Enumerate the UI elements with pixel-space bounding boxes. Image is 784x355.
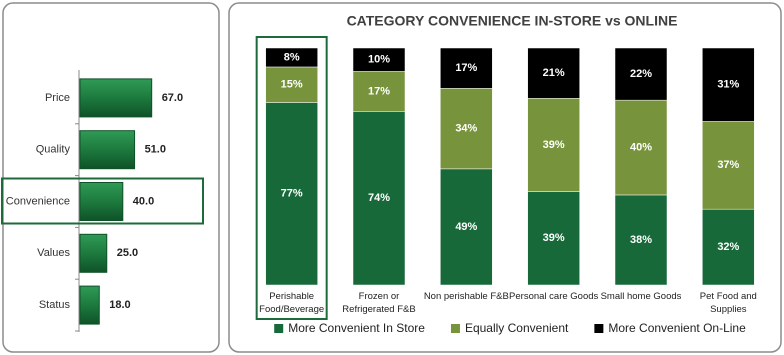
bar-segment xyxy=(527,191,580,286)
bar-segment xyxy=(614,99,668,196)
value-label: 25.0 xyxy=(117,247,138,259)
y-tick-label: Status xyxy=(39,299,71,311)
value-label: 77% xyxy=(281,188,303,200)
legend-label: More Convenient In Store xyxy=(288,321,425,335)
value-label: 32% xyxy=(717,241,739,253)
bar-segment xyxy=(352,71,406,112)
bar xyxy=(79,233,108,273)
value-label: 37% xyxy=(717,159,739,171)
value-label: 39% xyxy=(543,232,565,244)
value-label: 18.0 xyxy=(109,299,130,311)
bar-segment xyxy=(440,47,493,89)
value-label: 31% xyxy=(717,79,739,91)
bar xyxy=(79,78,153,118)
chart-title: CATEGORY CONVENIENCE IN-STORE vs ONLINE xyxy=(347,13,678,29)
value-label: 15% xyxy=(281,79,303,91)
legend-label: Equally Convenient xyxy=(465,321,569,335)
highlight-box xyxy=(255,36,328,320)
value-label: 8% xyxy=(284,51,300,63)
bar-segment xyxy=(527,47,580,99)
legend-label: More Convenient On-Line xyxy=(608,321,746,335)
legend-swatch xyxy=(450,324,460,333)
bar-segment xyxy=(614,47,668,101)
x-tick-label: Perishable Food/Beverage xyxy=(259,291,325,315)
bar-segment xyxy=(702,47,755,122)
value-label: 51.0 xyxy=(145,144,166,156)
bar-segment xyxy=(352,111,406,286)
bar-segment xyxy=(265,102,318,286)
value-label: 17% xyxy=(368,85,390,97)
x-tick-label: Pet Food and Supplies xyxy=(699,291,757,315)
value-label: 38% xyxy=(630,234,652,246)
bar-segment xyxy=(440,168,493,286)
value-label: 40% xyxy=(630,141,652,153)
value-label: 39% xyxy=(543,139,565,151)
x-tick-label: Personal care Goods xyxy=(509,291,599,302)
x-tick-label: Non perishable F&B xyxy=(423,291,509,302)
bar-segment xyxy=(265,47,318,68)
value-label: 34% xyxy=(455,122,477,134)
value-label: 22% xyxy=(630,68,652,80)
bar xyxy=(79,285,100,325)
value-label: 21% xyxy=(543,67,565,79)
bar-segment xyxy=(440,88,493,170)
y-tick-label: Values xyxy=(37,247,70,259)
value-label: 40.0 xyxy=(133,195,154,207)
value-label: 10% xyxy=(368,54,390,66)
bar-segment xyxy=(352,47,406,72)
bar-segment xyxy=(527,98,580,192)
bar xyxy=(79,130,136,170)
y-tick-label: Price xyxy=(45,92,70,104)
bar-segment xyxy=(614,194,668,286)
y-tick-label: Quality xyxy=(36,144,71,156)
bar-segment xyxy=(702,208,755,286)
legend-swatch xyxy=(594,324,604,333)
value-label: 49% xyxy=(455,221,477,233)
legend-swatch xyxy=(274,324,284,333)
highlight-box xyxy=(1,177,204,225)
value-label: 67.0 xyxy=(162,92,183,104)
x-tick-label: Small home Goods xyxy=(600,291,682,302)
value-label: 74% xyxy=(368,192,390,204)
value-label: 17% xyxy=(455,62,477,74)
bar-segment xyxy=(265,66,318,103)
x-tick-label: Frozen or Refrigerated F&B xyxy=(342,291,416,315)
y-tick-label: Convenience xyxy=(6,195,70,207)
bar xyxy=(79,182,124,221)
